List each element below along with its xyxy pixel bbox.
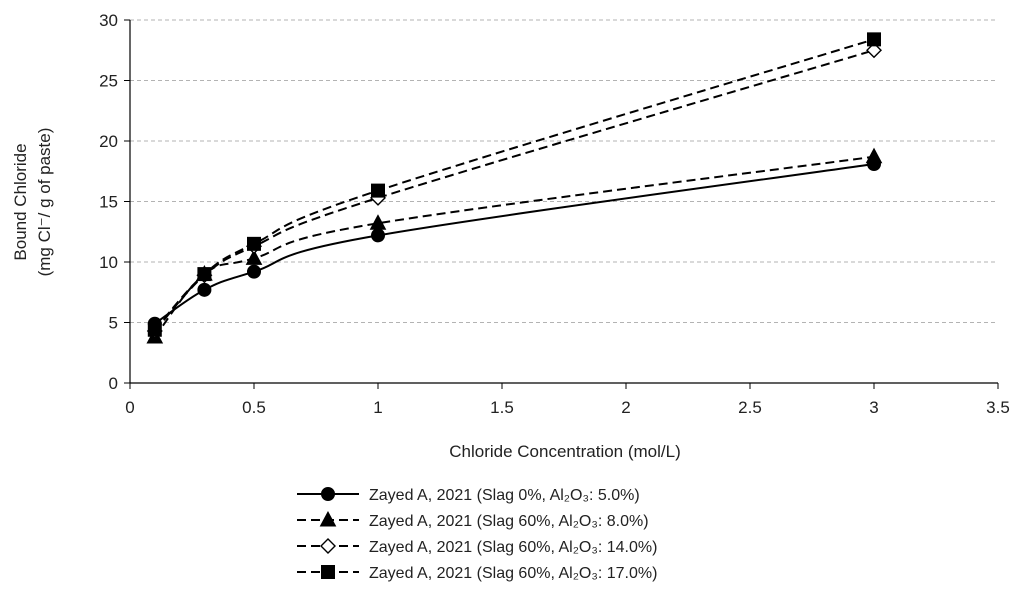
x-tick-label-6: 3: [869, 398, 878, 417]
series-line-0: [154, 163, 875, 325]
series-1-point-3: [369, 214, 387, 230]
x-axis-title: Chloride Concentration (mol/L): [449, 442, 681, 461]
x-tick-label-4: 2: [621, 398, 630, 417]
legend: Zayed A, 2021 (Slag 0%, Al₂O₃: 5.0%) Zaye…: [297, 487, 657, 582]
series-0-point-1: [197, 282, 212, 297]
tick-labels: 0 5 10 15 20 25 30 0 0.5 1 1.5 2 2.5 3 3.5: [99, 11, 1010, 417]
series-line-1: [154, 155, 875, 338]
series-0-point-3: [371, 228, 385, 243]
x-tick-label-5: 2.5: [738, 398, 762, 417]
x-tick-label-1: 0.5: [242, 398, 266, 417]
series-3-point-0: [147, 322, 162, 337]
series-3-point-3: [371, 183, 385, 198]
series-3-point-1: [197, 267, 212, 282]
gridlines: [130, 19, 998, 323]
series-3-point-4: [867, 32, 881, 47]
y-axis-title-line2: (mg Cl⁻/ g of paste): [35, 128, 54, 277]
y-tick-label-3: 15: [99, 193, 118, 212]
legend-label-1: Zayed A, 2021 (Slag 60%, Al₂O₃: 8.0%): [369, 513, 649, 530]
series-2-point-4: [866, 42, 882, 59]
y-tick-label-5: 25: [99, 72, 118, 91]
legend-label-3: Zayed A, 2021 (Slag 60%, Al₂O₃: 17.0%): [369, 565, 657, 582]
y-tick-label-0: 0: [109, 374, 118, 393]
series-0-point-2: [247, 264, 261, 279]
y-tick-label-1: 5: [109, 314, 118, 333]
legend-label-2: Zayed A, 2021 (Slag 60%, Al₂O₃: 14.0%): [369, 539, 657, 556]
legend-label-0: Zayed A, 2021 (Slag 0%, Al₂O₃: 5.0%): [369, 487, 640, 504]
series-line-3: [154, 38, 875, 331]
legend-marker-0: [321, 487, 335, 501]
series-1-point-2: [245, 249, 263, 265]
x-tick-label-2: 1: [373, 398, 382, 417]
series-line-2: [154, 49, 875, 332]
y-tick-label-4: 20: [99, 132, 118, 151]
y-axis-title-line1: Bound Chloride: [11, 143, 30, 260]
legend-marker-2: [320, 538, 336, 554]
series-3-point-2: [247, 236, 261, 251]
series-1-point-4: [865, 147, 883, 164]
series-group: [146, 32, 883, 344]
legend-marker-1: [319, 510, 337, 527]
x-tick-label-7: 3.5: [986, 398, 1010, 417]
legend-marker-3: [321, 565, 335, 579]
y-tick-label-6: 30: [99, 11, 118, 30]
y-tick-label-2: 10: [99, 253, 118, 272]
axes: [124, 19, 999, 389]
x-tick-label-3: 1.5: [490, 398, 514, 417]
x-tick-label-0: 0: [125, 398, 134, 417]
